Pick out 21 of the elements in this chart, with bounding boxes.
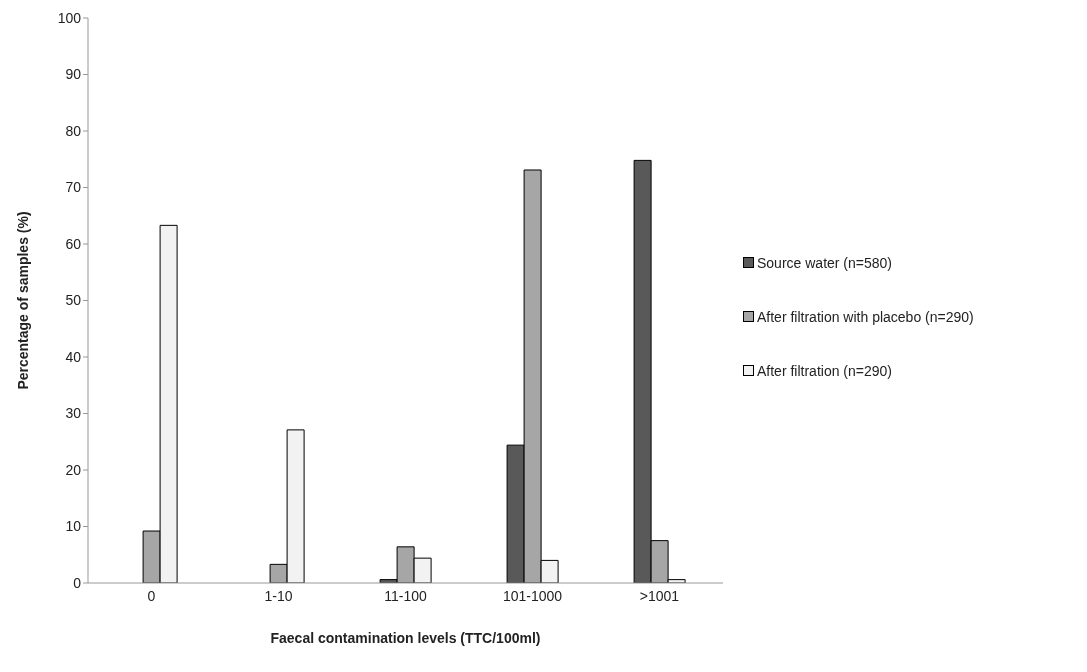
legend-label: After filtration with placebo (n=290) [757, 308, 974, 325]
y-tick-label: 70 [65, 179, 82, 196]
x-tick-label: 0 [147, 587, 156, 604]
x-tick-label: 101-1000 [502, 587, 563, 604]
y-tick-label: 40 [65, 348, 82, 365]
y-tick-label: 60 [65, 235, 82, 252]
x-axis-title: Faecal contamination levels (TTC/100ml) [270, 630, 541, 646]
x-tick-label: >1001 [639, 587, 680, 604]
y-tick-label: 90 [65, 66, 82, 83]
y-tick-label: 50 [65, 292, 82, 309]
y-tick-label: 20 [65, 461, 82, 478]
x-tick-label: 1-10 [264, 587, 293, 604]
y-axis-title: Percentage of samples (%) [14, 211, 31, 390]
y-tick-label: 10 [65, 518, 82, 535]
legend-label: After filtration (n=290) [757, 362, 893, 379]
legend-label: Source water (n=580) [757, 254, 893, 271]
y-tick-label: 100 [57, 9, 82, 26]
y-tick-label: 30 [65, 405, 82, 422]
y-tick-label: 80 [65, 122, 82, 139]
y-tick-label: 0 [73, 574, 82, 591]
x-tick-label: 11-100 [384, 587, 427, 604]
